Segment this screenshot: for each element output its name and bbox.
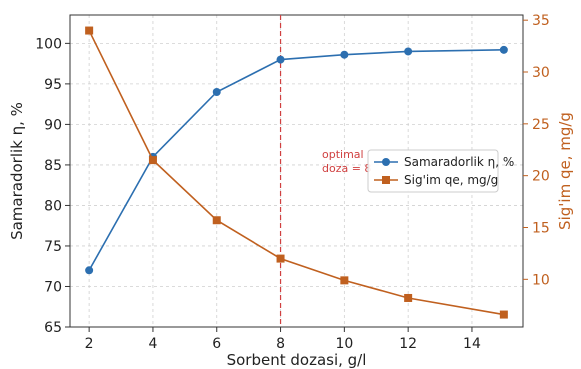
x-tick-label: 14 — [463, 336, 481, 352]
x-axis-label: Sorbent dozasi, g/l — [227, 351, 367, 369]
y-right-tick-label: 25 — [532, 117, 550, 133]
y-right-tick-label: 30 — [532, 65, 550, 81]
x-tick-label: 8 — [276, 336, 285, 352]
y-right-tick-label: 10 — [532, 272, 550, 288]
legend-marker — [382, 176, 390, 184]
series-layer — [85, 26, 508, 319]
annotation-text-line2: doza = 8 — [322, 162, 371, 175]
data-point — [499, 45, 508, 54]
y-left-tick-label: 80 — [44, 198, 62, 214]
axes-layer: 2 4 6 8 10 12 14 65 70 75 80 85 90 95 100 10 15 20 25 30 35 — [35, 13, 550, 352]
legend-label: Sig'im qe, mg/g — [404, 173, 498, 187]
y-left-tick-label: 75 — [44, 239, 62, 255]
y-left-tick-label: 100 — [35, 36, 62, 52]
y-right-tick-label: 20 — [532, 169, 550, 185]
y-axis-right-label: Sig'im qe, mg/g — [556, 112, 574, 230]
data-point — [404, 293, 413, 302]
data-point — [404, 47, 413, 56]
legend-box — [367, 149, 499, 193]
x-tick-label: 10 — [335, 336, 353, 352]
data-point — [212, 216, 221, 225]
plot-frame — [69, 14, 524, 328]
x-tick-label: 12 — [399, 336, 417, 352]
data-point — [148, 156, 157, 165]
x-tick-label: 6 — [212, 336, 221, 352]
data-point — [340, 276, 349, 285]
data-point — [276, 254, 285, 263]
legend: Samaradorlik η, % Sig'im qe, mg/g — [367, 149, 514, 193]
data-point — [340, 50, 349, 59]
y-left-tick-label: 65 — [44, 320, 62, 336]
data-point — [85, 26, 94, 35]
y-axis-left-label: Samaradorlik η, % — [8, 102, 26, 240]
annotation-text-line1: optimal — [322, 148, 364, 161]
data-point — [276, 55, 285, 64]
legend-marker — [382, 158, 390, 166]
y-left-tick-label: 85 — [44, 158, 62, 174]
data-point — [499, 310, 508, 319]
y-left-tick-label: 70 — [44, 279, 62, 295]
data-point — [85, 266, 94, 275]
y-right-tick-label: 15 — [532, 220, 550, 236]
data-point — [212, 87, 221, 96]
y-right-tick-label: 35 — [532, 13, 550, 29]
x-tick-label: 4 — [148, 336, 157, 352]
legend-label: Samaradorlik η, % — [404, 155, 514, 169]
y-left-tick-label: 95 — [44, 77, 62, 93]
y-left-tick-label: 90 — [44, 117, 62, 133]
x-tick-label: 2 — [85, 336, 94, 352]
